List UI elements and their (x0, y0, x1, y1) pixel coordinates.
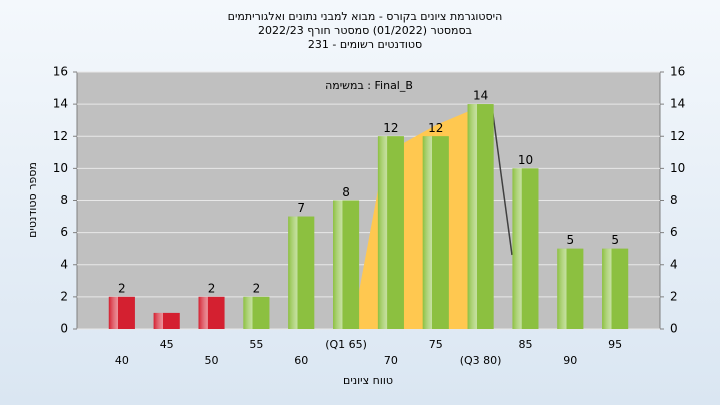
value-label: 2 (253, 281, 261, 295)
y-axis-label: מספר סטודנטים (26, 162, 39, 238)
y-tick-label: 6 (60, 225, 68, 239)
y2-tick-label: 6 (670, 225, 678, 239)
y2-tick-label: 10 (670, 161, 685, 175)
annotation: במשימה : Final_B (325, 79, 413, 92)
y2-tick-label: 12 (670, 129, 685, 143)
x-tick-label: 55 (249, 338, 263, 351)
value-label: 2 (208, 281, 216, 295)
y-tick-label: 12 (53, 129, 68, 143)
y2-tick-label: 0 (670, 322, 678, 336)
chart-subtitle: בסמסטר (01/2022) סמסטר חורף 2022/23 (258, 24, 472, 37)
y2-tick-label: 2 (670, 289, 678, 303)
bar-shade (198, 296, 225, 329)
y2-tick-label: 8 (670, 193, 678, 207)
trend-line (491, 106, 513, 256)
x-tick-label: 50 (205, 354, 219, 367)
x-tick-label: 95 (608, 338, 622, 351)
y2-tick-label: 14 (670, 97, 685, 111)
y-tick-label: 2 (60, 289, 68, 303)
bar-shade (422, 136, 449, 329)
y-tick-label: 8 (60, 193, 68, 207)
x-tick-label: 85 (518, 338, 532, 351)
x-tick-label: 70 (384, 354, 398, 367)
x-tick-label: (Q1 65) (325, 338, 367, 351)
value-label: 5 (566, 233, 574, 247)
value-label: 7 (297, 201, 305, 215)
value-label: 10 (518, 153, 533, 167)
bar-shade (602, 248, 629, 329)
bar-shade (333, 200, 360, 329)
value-label: 14 (473, 89, 488, 103)
x-tick-label: 40 (115, 354, 129, 367)
chart-subtitle: 231 - סטודנטים רשומים (308, 38, 422, 51)
x-tick-label: 75 (429, 338, 443, 351)
x-tick-label: 45 (160, 338, 174, 351)
value-label: 12 (428, 121, 443, 135)
y-tick-label: 0 (60, 322, 68, 336)
y2-tick-label: 16 (670, 65, 685, 79)
x-axis-label: טווח ציונים (343, 374, 393, 387)
bar-shade (512, 168, 539, 329)
bar-shade (153, 312, 180, 329)
value-label: 5 (611, 233, 619, 247)
y-tick-label: 16 (53, 65, 68, 79)
chart-title: היסטוגרמת ציונים בקורס - מבוא למבני נתונ… (228, 10, 503, 23)
bar-shade (557, 248, 584, 329)
bar-shade (467, 104, 494, 329)
bar-shade (288, 216, 315, 329)
value-label: 2 (118, 281, 126, 295)
y2-tick-label: 4 (670, 257, 678, 271)
value-label: 8 (342, 185, 350, 199)
y-tick-label: 10 (53, 161, 68, 175)
y-tick-label: 14 (53, 97, 68, 111)
x-tick-label: 60 (294, 354, 308, 367)
x-tick-label: (Q3 80) (460, 354, 502, 367)
bar-shade (108, 296, 135, 329)
x-tick-label: 90 (563, 354, 577, 367)
y-tick-label: 4 (60, 257, 68, 271)
bar-shade (243, 296, 270, 329)
value-label: 12 (383, 121, 398, 135)
bar-shade (377, 136, 404, 329)
